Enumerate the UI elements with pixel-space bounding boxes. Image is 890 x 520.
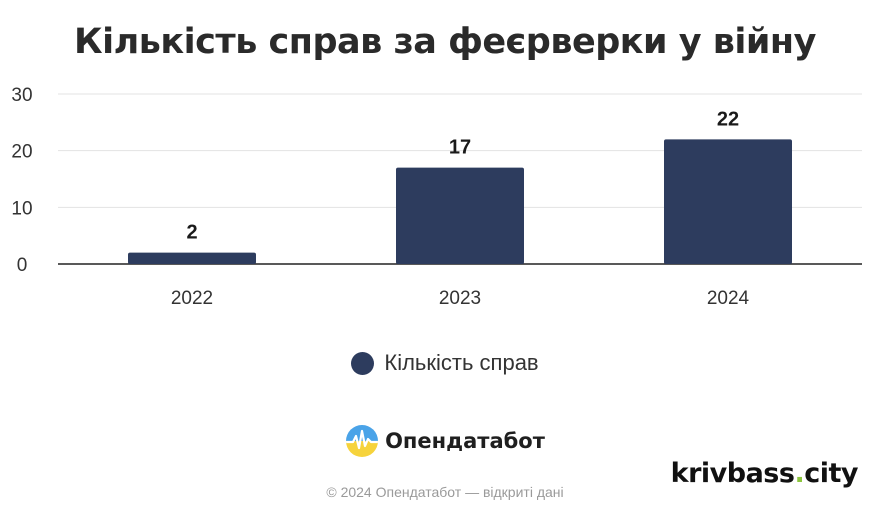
bar-2022 [128, 252, 256, 264]
y-tick-label: 30 [11, 85, 32, 106]
site-watermark: krivbass.city [670, 458, 859, 489]
watermark-right: city [804, 458, 858, 489]
data-label: 22 [717, 108, 739, 130]
y-tick-label: 20 [11, 142, 32, 163]
x-axis-ticks: 2022 2023 2024 [171, 288, 750, 309]
data-label: 2 [186, 222, 197, 244]
data-labels: 2 17 22 [186, 108, 739, 243]
legend-marker [351, 351, 375, 375]
opendatabot-logo-icon [346, 425, 379, 457]
x-tick-label: 2023 [439, 288, 481, 309]
footer-credit: © 2024 Опендатабот — відкриті дані [326, 484, 564, 500]
brand-name: Опендатабот [385, 429, 545, 453]
x-tick-label: 2022 [171, 288, 213, 309]
watermark-left: krivbass [670, 458, 795, 489]
x-tick-label: 2024 [707, 288, 750, 309]
bar-2023 [396, 167, 524, 264]
bar-2024 [664, 139, 792, 264]
bars [128, 139, 792, 264]
bar-chart: 0 10 20 30 2 17 22 2022 2023 2024 [11, 85, 862, 309]
chart-title: Кількість справ за феєрверки у війну [74, 22, 816, 62]
legend-label: Кількість справ [384, 350, 539, 375]
y-axis-ticks: 0 10 20 30 [11, 85, 32, 276]
data-label: 17 [449, 137, 471, 159]
y-tick-label: 10 [11, 198, 32, 219]
y-tick-label: 0 [17, 255, 28, 276]
legend[interactable]: Кількість справ [0, 350, 890, 376]
watermark-dot: . [794, 458, 805, 489]
brand-logo: Опендатабот [0, 424, 890, 458]
